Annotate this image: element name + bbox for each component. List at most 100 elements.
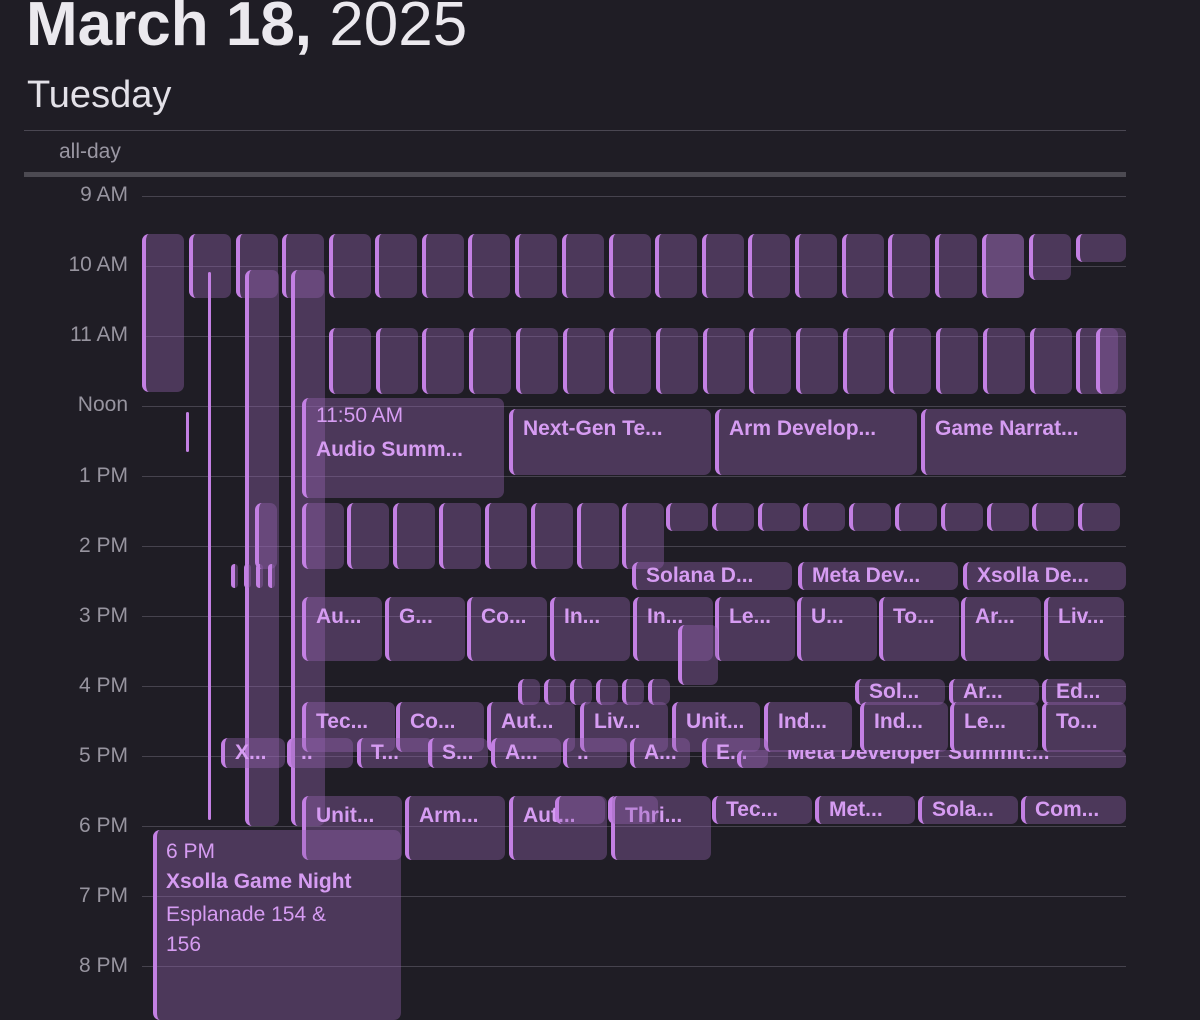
calendar-event[interactable]: Meta Dev... [798, 562, 958, 590]
calendar-event[interactable]: Ind... [860, 702, 948, 752]
calendar-event[interactable] [376, 328, 418, 394]
calendar-event[interactable] [518, 679, 540, 705]
calendar-event[interactable]: To... [879, 597, 959, 661]
calendar-event[interactable] [1078, 503, 1120, 531]
calendar-event[interactable]: X... [221, 738, 285, 768]
calendar-event[interactable] [749, 328, 791, 394]
calendar-event[interactable] [302, 503, 344, 569]
calendar-event[interactable] [622, 679, 644, 705]
calendar-event[interactable]: Unit... [302, 796, 402, 860]
calendar-event[interactable] [563, 328, 605, 394]
calendar-event[interactable] [422, 234, 464, 298]
calendar-event[interactable] [608, 796, 658, 824]
calendar-event[interactable] [570, 679, 592, 705]
calendar-event[interactable]: E... [702, 738, 768, 768]
calendar-event[interactable]: Co... [467, 597, 547, 661]
calendar-event[interactable] [803, 503, 845, 531]
calendar-event[interactable]: Arm... [405, 796, 505, 860]
calendar-event[interactable] [531, 503, 573, 569]
calendar-event[interactable]: In... [550, 597, 630, 661]
event-audio-summit[interactable]: 11:50 AM Audio Summ... [302, 398, 504, 498]
calendar-event[interactable] [468, 234, 510, 298]
calendar-event[interactable] [485, 503, 527, 569]
calendar-event[interactable] [439, 503, 481, 569]
calendar-event[interactable] [983, 328, 1025, 394]
calendar-event[interactable]: Le... [950, 702, 1038, 752]
calendar-event[interactable] [1096, 328, 1126, 394]
calendar-event[interactable] [291, 270, 325, 826]
calendar-event[interactable] [282, 234, 324, 298]
calendar-event[interactable] [1076, 234, 1126, 262]
calendar-event[interactable] [656, 328, 698, 394]
calendar-event[interactable] [596, 679, 618, 705]
calendar-event[interactable] [935, 234, 977, 298]
calendar-event[interactable]: Ar... [949, 679, 1039, 705]
calendar-event[interactable]: T... [357, 738, 433, 768]
calendar-event[interactable]: Tec... [302, 702, 395, 752]
calendar-event[interactable]: G... [385, 597, 465, 661]
event-xsolla-game-night[interactable]: 6 PM Xsolla Game Night Esplanade 154 & 1… [153, 830, 401, 1020]
calendar-event[interactable] [255, 503, 277, 569]
calendar-event[interactable] [375, 234, 417, 298]
calendar-event[interactable]: Sol... [855, 679, 945, 705]
calendar-event[interactable] [748, 234, 790, 298]
calendar-event[interactable]: Unit... [672, 702, 760, 752]
calendar-event[interactable]: U... [797, 597, 877, 661]
calendar-event[interactable] [236, 234, 278, 298]
calendar-event[interactable] [516, 328, 558, 394]
calendar-event[interactable] [666, 503, 708, 531]
calendar-event[interactable]: Tec... [712, 796, 812, 824]
calendar-event[interactable] [982, 234, 1024, 298]
calendar-event[interactable] [544, 679, 566, 705]
calendar-event[interactable] [1032, 503, 1074, 531]
calendar-event[interactable] [142, 234, 184, 392]
calendar-event[interactable]: Ind... [764, 702, 852, 752]
calendar-event[interactable]: A... [630, 738, 690, 768]
calendar-event[interactable]: Co... [396, 702, 484, 752]
calendar-event[interactable] [702, 234, 744, 298]
calendar-event[interactable]: Thri... [611, 796, 711, 860]
calendar-event[interactable]: Met... [815, 796, 915, 824]
calendar-event[interactable] [648, 679, 670, 705]
calendar-event[interactable]: Le... [715, 597, 795, 661]
calendar-event[interactable]: .. [287, 738, 353, 768]
calendar-event[interactable]: A... [491, 738, 561, 768]
calendar-event[interactable] [889, 328, 931, 394]
calendar-event[interactable]: Liv... [1044, 597, 1124, 661]
calendar-event[interactable] [393, 503, 435, 569]
event-next-gen[interactable]: Next-Gen Te... [509, 409, 711, 475]
calendar-event[interactable] [422, 328, 464, 394]
calendar-event[interactable] [515, 234, 557, 298]
calendar-event[interactable] [622, 503, 664, 569]
calendar-event[interactable] [329, 328, 371, 394]
calendar-event[interactable] [703, 328, 745, 394]
event-edge-line[interactable] [208, 272, 211, 820]
calendar-event[interactable]: In... [633, 597, 713, 661]
calendar-event[interactable] [577, 503, 619, 569]
calendar-event[interactable] [655, 234, 697, 298]
calendar-event[interactable] [936, 328, 978, 394]
event-game-narrat[interactable]: Game Narrat... [921, 409, 1126, 475]
calendar-event[interactable]: Ed... [1042, 679, 1126, 705]
calendar-event[interactable] [562, 234, 604, 298]
calendar-event[interactable]: Com... [1021, 796, 1126, 824]
calendar-event[interactable]: Au... [302, 597, 382, 661]
calendar-event[interactable] [941, 503, 983, 531]
calendar-event[interactable] [796, 328, 838, 394]
calendar-event[interactable] [678, 625, 718, 685]
calendar-event[interactable] [329, 234, 371, 298]
calendar-event[interactable]: .. [563, 738, 627, 768]
calendar-event[interactable] [795, 234, 837, 298]
calendar-event[interactable] [1029, 234, 1071, 280]
calendar-event[interactable] [895, 503, 937, 531]
calendar-event[interactable]: Ar... [961, 597, 1041, 661]
calendar-event[interactable] [888, 234, 930, 298]
calendar-event[interactable] [842, 234, 884, 298]
calendar-event[interactable] [256, 564, 263, 588]
calendar-event[interactable] [712, 503, 754, 531]
calendar-event[interactable]: To... [1042, 702, 1126, 752]
calendar-event[interactable]: S... [428, 738, 488, 768]
event-meta-summit[interactable]: Meta Developer Summit:... [737, 750, 1126, 768]
calendar-event[interactable] [609, 234, 651, 298]
calendar-event[interactable] [758, 503, 800, 531]
